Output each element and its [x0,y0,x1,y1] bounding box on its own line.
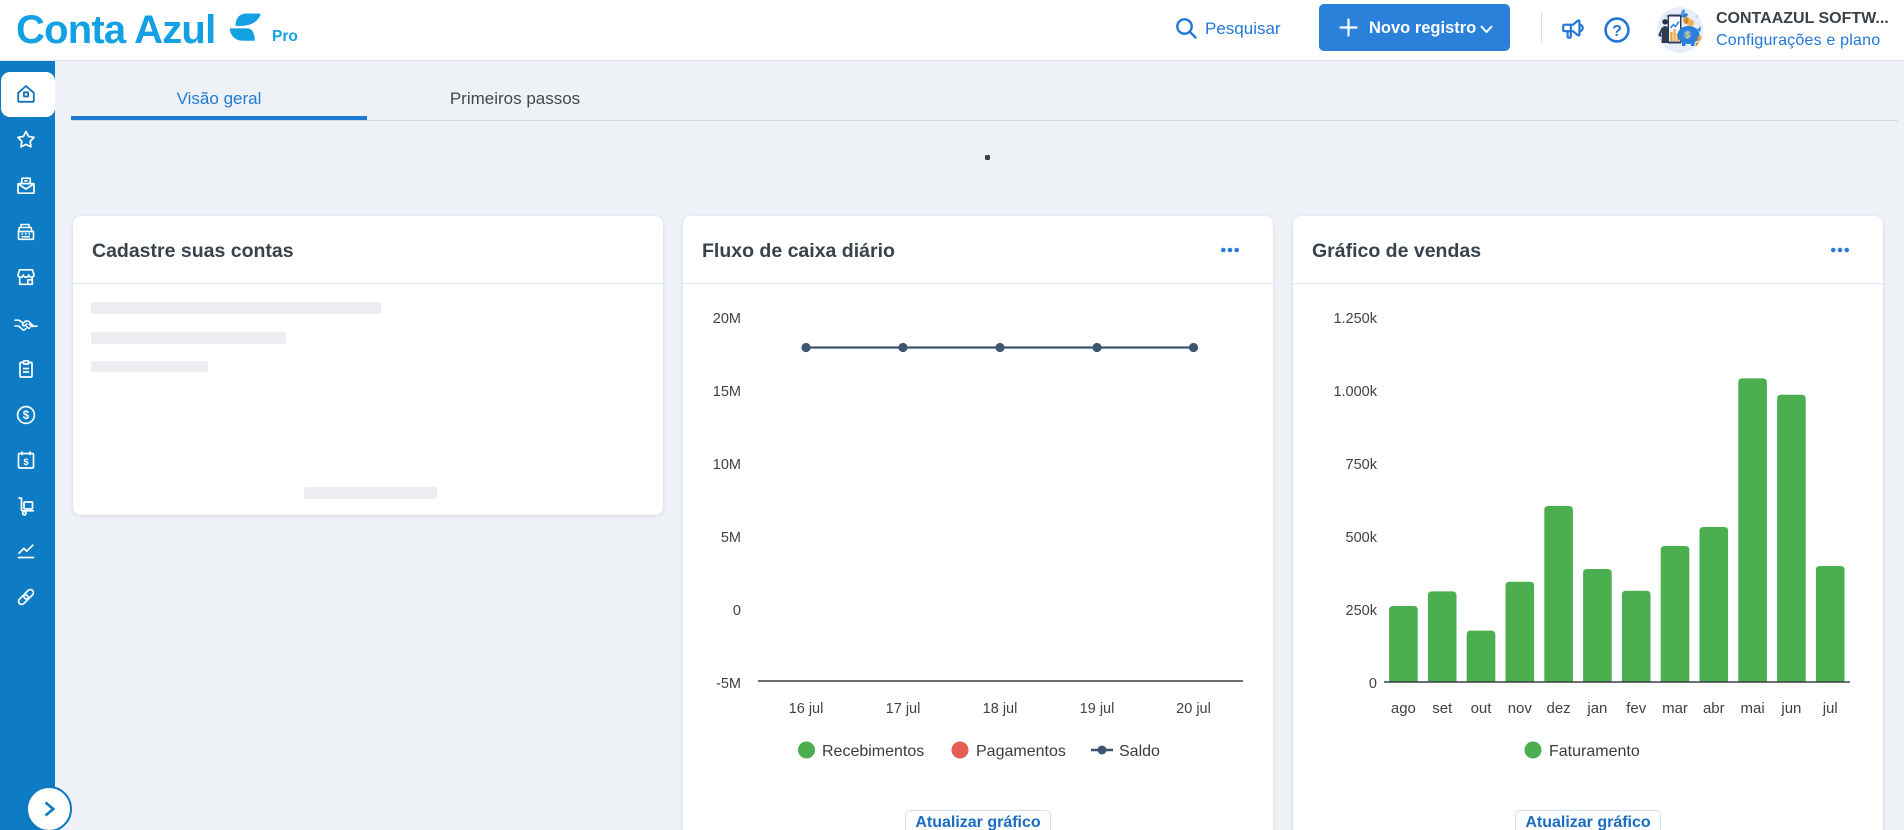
svg-text:out: out [1471,700,1493,717]
svg-text:set: set [1432,700,1453,717]
svg-text:1.250k: 1.250k [1333,311,1377,327]
svg-text:$: $ [23,410,30,422]
svg-text:mai: mai [1741,700,1765,717]
svg-text:Faturamento: Faturamento [1549,743,1640,760]
svg-text:0: 0 [1369,676,1377,692]
svg-text:20 jul: 20 jul [1176,701,1211,717]
svg-text:$: $ [23,457,29,468]
svg-text:10M: 10M [713,457,741,473]
svg-text:?: ? [1612,23,1622,40]
svg-text:Saldo: Saldo [1119,743,1160,760]
svg-text:5M: 5M [721,530,741,546]
svg-text:$: $ [1685,30,1690,40]
svg-text:ago: ago [1391,700,1416,717]
svg-text:fev: fev [1626,700,1647,717]
svg-text:jun: jun [1780,700,1801,717]
svg-text:Recebimentos: Recebimentos [822,743,924,760]
svg-text:16 jul: 16 jul [789,701,824,717]
svg-text:mar: mar [1662,700,1688,717]
svg-text:nov: nov [1508,700,1533,717]
svg-text:250k: 250k [1346,603,1378,619]
svg-text:20M: 20M [713,311,741,327]
svg-text:Pagamentos: Pagamentos [976,743,1066,760]
svg-text:jul: jul [1822,700,1838,717]
svg-text:abr: abr [1703,700,1725,717]
svg-text:15M: 15M [713,384,741,400]
svg-text:-5M: -5M [716,676,741,692]
svg-text:1.000k: 1.000k [1333,384,1377,400]
svg-text:750k: 750k [1346,457,1378,473]
svg-text:jan: jan [1586,700,1607,717]
svg-text:$: $ [1685,18,1689,25]
svg-text:19 jul: 19 jul [1080,701,1115,717]
svg-text:17 jul: 17 jul [886,701,921,717]
svg-text:dez: dez [1547,700,1571,717]
svg-text:18 jul: 18 jul [983,701,1018,717]
svg-text:0: 0 [733,603,741,619]
svg-text:500k: 500k [1346,530,1378,546]
